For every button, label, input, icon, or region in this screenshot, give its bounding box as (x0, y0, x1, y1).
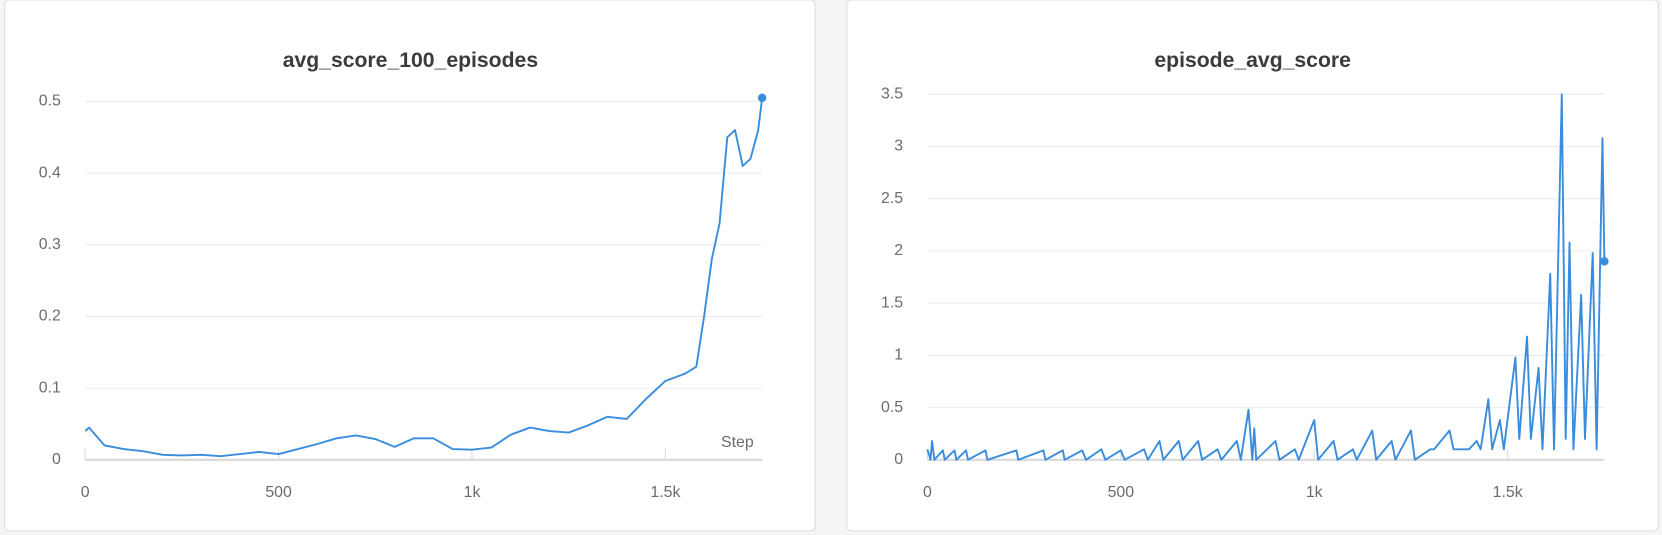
line-series (84, 97, 764, 458)
x-tick-label: 1.5k (650, 484, 680, 501)
y-tick-label: 2 (894, 242, 903, 259)
y-tick-label: 0 (894, 451, 903, 468)
y-tick-label: 3 (894, 138, 903, 155)
y-tick-label: 0.2 (39, 308, 61, 325)
x-tick-label: 1k (1306, 484, 1323, 501)
x-tick-label: 1k (464, 484, 481, 501)
y-tick-label: 0 (52, 451, 61, 468)
end-point (757, 93, 767, 103)
panel (4, 0, 816, 532)
y-tick-label: 3.5 (881, 85, 903, 102)
x-tick-label: 500 (265, 484, 292, 501)
chart-title: episode_avg_score (1154, 49, 1351, 72)
x-axis-label: Step (721, 434, 754, 451)
y-tick-label: 0.5 (39, 93, 61, 110)
y-tick-label: 1 (894, 347, 903, 364)
y-tick-label: 1.5 (881, 294, 903, 311)
y-tick-label: 0.4 (39, 164, 61, 181)
x-tick-label: 0 (81, 484, 90, 501)
end-point (1600, 257, 1609, 266)
x-tick-label: 0 (923, 484, 932, 501)
chart-title: avg_score_100_episodes (283, 49, 538, 72)
y-tick-label: 2.5 (881, 190, 903, 207)
y-tick-label: 0.5 (881, 399, 903, 416)
y-tick-label: 0.3 (39, 236, 61, 253)
line-series (926, 93, 1606, 461)
x-tick-label: 500 (1108, 484, 1135, 501)
y-tick-label: 0.1 (39, 379, 61, 396)
panel (846, 0, 1659, 532)
x-tick-label: 1.5k (1493, 484, 1523, 501)
